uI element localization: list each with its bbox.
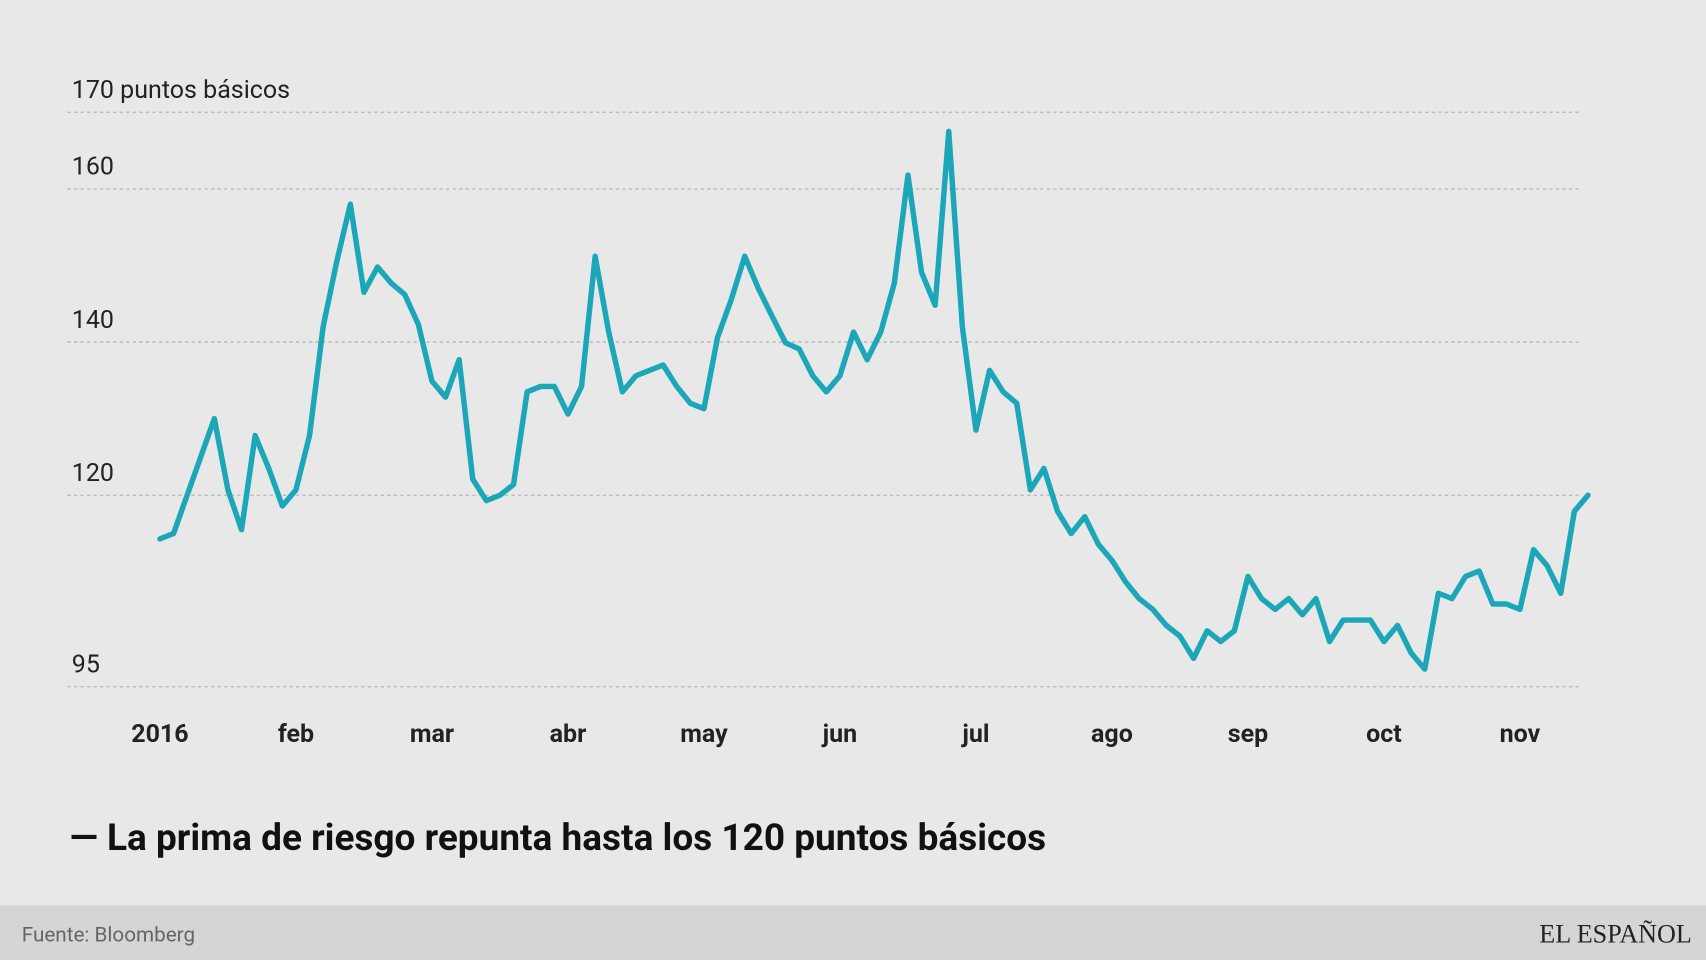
y-tick-label: 95 [72, 651, 100, 680]
source: Fuente: Bloomberg [22, 923, 195, 947]
x-tick-label: may [680, 720, 728, 749]
y-tick-label: 170 puntos básicos [72, 76, 290, 105]
x-tick-label: jul [960, 720, 989, 749]
x-tick-label: abr [550, 720, 587, 749]
x-tick-label: nov [1500, 720, 1541, 749]
y-tick-label: 160 [72, 153, 114, 182]
line-series [157, 128, 1591, 672]
x-tick-label: mar [410, 720, 454, 749]
x-tick-label: ago [1091, 720, 1133, 749]
y-tick-label: 140 [72, 306, 114, 335]
x-tick-label: 2016 [131, 720, 188, 749]
footer-band [0, 905, 1706, 960]
y-tick-label: 120 [72, 459, 114, 488]
chart-title: — La prima de riesgo repunta hasta los 1… [70, 817, 1047, 860]
x-tick-label: feb [278, 720, 314, 749]
x-tick-label: sep [1228, 720, 1268, 749]
brand-logo: EL ESPAÑOL [1539, 919, 1692, 948]
x-tick-label: jun [821, 720, 858, 749]
x-tick-label: oct [1366, 720, 1402, 749]
